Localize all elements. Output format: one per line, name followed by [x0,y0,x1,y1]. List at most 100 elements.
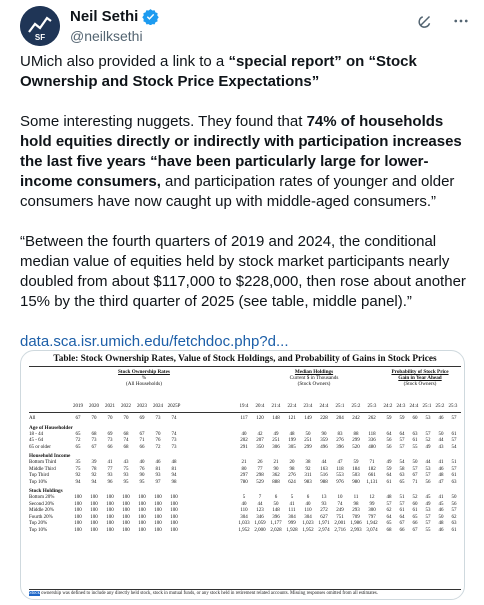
attached-image[interactable]: Table: Stock Ownership Rates, Value of S… [20,350,465,600]
table-cell: 95 [139,479,145,485]
table-cell: 74 [171,431,177,437]
table-cell: 61 [386,479,392,485]
table-cell: 49 [425,501,431,507]
table-cell: 1,131 [366,479,378,485]
table-cell: 64 [386,514,392,520]
table-cell: 67 [399,521,405,526]
table-cell: 44 [425,460,431,465]
table-cell: 1,023 [302,521,314,526]
table-cell: 65 [75,431,81,437]
table-cell: 980 [352,479,360,485]
row-label: Second 20% [29,501,55,507]
table-cell: 100 [122,514,130,520]
more-icon[interactable] [452,12,470,30]
row-label: Top 10% [29,479,48,485]
table-cell: 57 [425,521,431,526]
row-label: Top Third [29,473,49,478]
table-cell: 44 [321,460,327,465]
table-cell: 46 [438,416,444,421]
table-cell: 43 [123,460,129,465]
tweet-paragraph-2: Some interesting nuggets. They found tha… [20,113,462,210]
table-cell: 48 [386,495,392,500]
table-cell: 888 [272,479,280,485]
table-cell: 21 [241,460,247,465]
table-cell: 100 [154,495,162,500]
table-footnote: Stock ownership was defined to include a… [29,589,461,596]
table-cell: 73 [155,416,161,421]
table-cell: 204 [336,416,344,421]
table-cell: 976 [336,479,344,485]
table-cell: 751 [336,514,344,520]
table-cell: 797 [368,514,376,520]
table-cell: 100 [106,495,114,500]
table-cell: 207 [256,438,264,443]
table-cell: 21 [273,460,279,465]
table-cell: 1,942 [366,521,378,526]
row-label: 45 - 64 [29,438,44,443]
table-cell: 306 [272,444,280,450]
table-cell: 111 [288,508,296,513]
table-cell: 77 [107,466,113,472]
table-cell: 71 [369,460,375,465]
tweet-link[interactable]: data.sca.isr.umich.edu/fetchdoc.php?d... [20,333,289,350]
table-cell: 661 [368,473,376,478]
table-cell: 503 [352,473,360,478]
author-name[interactable]: Neil Sethi [70,8,139,25]
table-cell: 242 [352,416,360,421]
table-cell: 1,952 [302,527,314,533]
table-cell: 74 [337,501,343,507]
table-cell: 100 [122,495,130,500]
author-handle[interactable]: @neilksethi [70,28,143,44]
table-row: Top 10% 100 100 100 100 100 100 100 1,952 2,000 2,… [29,528,461,535]
table-cell: 100 [74,501,82,507]
table-cell: 92 [75,473,81,478]
author-name-row: Neil Sethi [70,8,160,25]
table-cell: 2,974 [318,527,330,533]
table-cell: 780 [240,479,248,485]
table-row: Fourth 20% 100 100 100 100 100 100 100 304 346 396… [29,515,461,522]
table-cell: 6 [306,495,310,500]
table-cell: 46 [438,527,444,533]
table-cell: 2,001 [334,521,346,526]
table-cell: 69 [107,431,113,437]
table-row: 65 or older 65 67 66 68 66 72 73 291 350 306 305 299… [29,445,461,452]
table-cell: 74 [171,416,177,421]
verified-badge-icon [142,9,160,25]
table-cell: 64 [399,514,405,520]
table-cell: 262 [368,416,376,421]
table-cell: 5 [290,495,294,500]
table-cell: 65 [412,514,418,520]
table-row: Top 20% 100 100 100 100 100 100 100 1,033 1,059 1,… [29,521,461,528]
table-cell: 53 [425,416,431,421]
table-cell: 62 [451,514,457,520]
table-cell: 26 [257,460,263,465]
table-cell: 54 [399,460,405,465]
table-cell: 202 [240,438,248,443]
row-label: Fourth 20% [29,514,53,520]
table-cell: 1,952 [238,527,250,533]
table-cell: 57 [386,501,392,507]
table-cell: 63 [451,521,457,526]
table-cell: 41 [107,460,113,465]
table-cell: 57 [451,508,457,513]
table-cell: 52 [412,495,418,500]
table-cell: 81 [155,466,161,472]
table-cell: 61 [451,431,457,437]
table-cell: 57 [412,466,418,472]
table-cell: 77 [257,466,263,472]
table-cell: 60 [412,501,418,507]
table-cell: 88 [353,431,359,437]
quarter-header: 25:1 [335,404,345,409]
table-cell: 100 [138,508,146,513]
grok-icon[interactable] [416,12,434,30]
table-cell: 311 [304,473,312,478]
table-cell: 100 [122,501,130,507]
table-cell: 100 [106,514,114,520]
avatar[interactable]: SF [20,6,60,46]
table-cell: 81 [171,466,177,472]
table-cell: 1,059 [254,521,266,526]
table-cell: 299 [352,438,360,443]
table-cell: 38 [305,460,311,465]
table-cell: 63 [399,473,405,478]
table-cell: 40 [305,501,311,507]
